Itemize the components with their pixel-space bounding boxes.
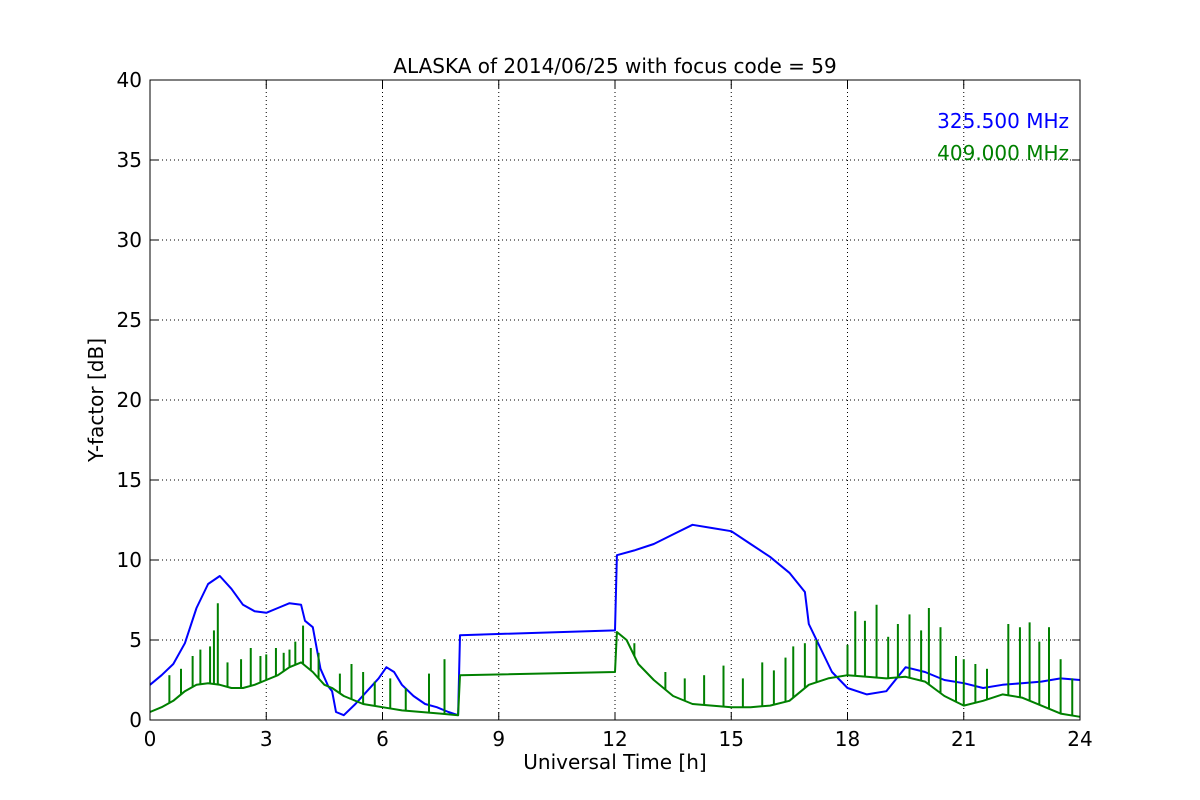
x-tick-label: 3 [260,727,273,751]
y-tick-label: 25 [117,308,142,332]
series-line [149,523,1081,717]
y-tick-label: 5 [129,628,142,652]
legend-entry: 409.000 MHz [937,141,1069,165]
chart-title: ALASKA of 2014/06/25 with focus code = 5… [393,54,836,78]
y-tick-label: 0 [129,708,142,732]
series-line [149,631,1081,718]
series-2 [149,603,1081,718]
x-tick-label: 6 [376,727,389,751]
y-tick-label: 20 [117,388,142,412]
legend-entry: 325.500 MHz [937,109,1069,133]
legend: 325.500 MHz 409.000 MHz [937,109,1069,165]
x-tick-label: 21 [951,727,976,751]
y-tick-label: 15 [117,468,142,492]
x-axis-label: Universal Time [h] [523,750,706,774]
series-1 [149,523,1081,717]
x-tick-label: 12 [602,727,627,751]
x-tick-label: 0 [144,727,157,751]
x-tick-label: 24 [1067,727,1092,751]
y-tick-label: 30 [117,228,142,252]
y-tick-label: 10 [117,548,142,572]
y-tick-label: 35 [117,148,142,172]
y-axis-label: Y-factor [dB] [84,338,108,463]
x-tick-label: 18 [835,727,860,751]
grid [150,80,1080,720]
series-layer [149,523,1081,718]
ticks: 0 3 6 9 12 15 18 21 24 0 5 10 15 20 25 30 35 40 [117,68,1093,751]
y-tick-label: 40 [117,68,142,92]
x-tick-label: 9 [492,727,505,751]
x-tick-label: 15 [719,727,744,751]
